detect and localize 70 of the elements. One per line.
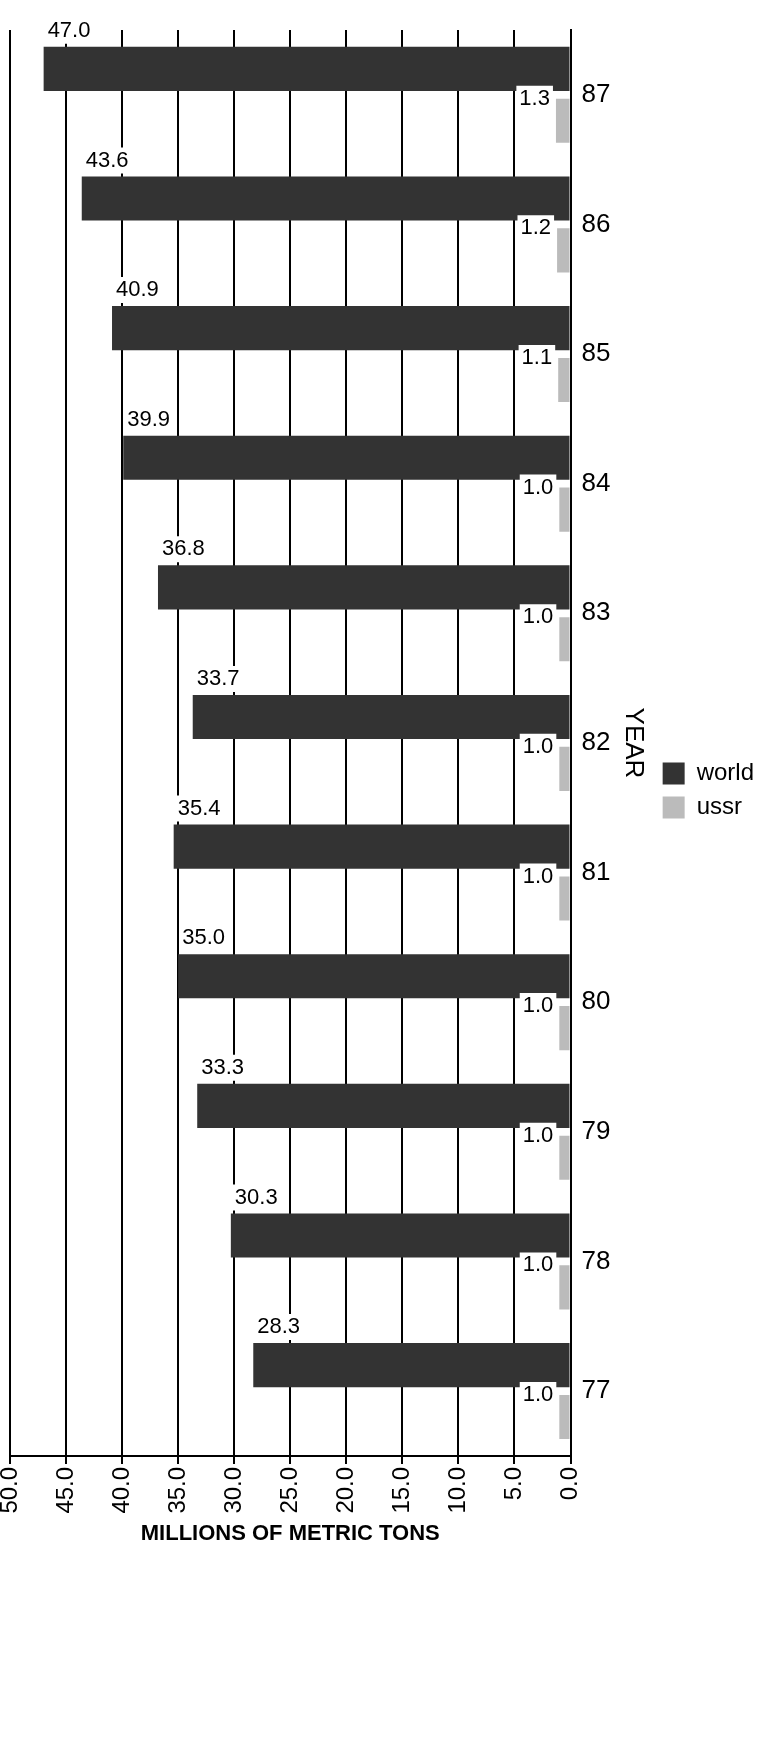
y-tick-label: 87 — [581, 77, 611, 108]
bar — [253, 1343, 570, 1388]
x-tick-label: 10.0 — [443, 1466, 471, 1514]
data-label: 1.0 — [522, 1381, 554, 1407]
data-label: 1.2 — [520, 214, 552, 240]
data-label: 1.0 — [522, 862, 554, 888]
bar — [192, 694, 570, 740]
data-label: 33.7 — [196, 665, 240, 691]
bar — [197, 1083, 570, 1128]
legend-label: world — [695, 758, 755, 786]
x-tick-label: 25.0 — [274, 1466, 302, 1514]
x-axis-title: MILLIONS OF METRIC TONS — [140, 1519, 440, 1545]
data-label: 39.9 — [127, 405, 171, 431]
y-tick-label: 84 — [581, 466, 611, 497]
data-label: 1.0 — [522, 992, 554, 1018]
data-label: 47.0 — [47, 16, 91, 42]
bar — [559, 1135, 570, 1180]
bar — [555, 98, 570, 143]
bar — [81, 176, 570, 221]
bar — [559, 1394, 570, 1440]
bar — [559, 1006, 570, 1051]
y-tick-label: 82 — [581, 726, 611, 757]
data-label: 1.0 — [522, 473, 554, 499]
bar — [559, 617, 570, 662]
legend-label: ussr — [696, 792, 742, 820]
y-tick-label: 85 — [581, 337, 611, 368]
bar — [559, 1265, 570, 1310]
bar — [157, 565, 570, 610]
x-tick-label: 45.0 — [50, 1466, 78, 1514]
bar — [559, 487, 570, 532]
data-label: 35.4 — [177, 794, 221, 820]
bar — [557, 228, 570, 273]
y-tick-label: 79 — [581, 1115, 611, 1145]
x-tick-label: 5.0 — [499, 1466, 527, 1501]
data-label: 28.3 — [257, 1313, 301, 1339]
data-label: 1.0 — [522, 1121, 554, 1147]
y-tick-label: 81 — [581, 855, 611, 886]
bar — [559, 746, 570, 791]
data-label: 1.0 — [522, 732, 554, 758]
data-label: 1.1 — [521, 344, 553, 370]
y-tick-label: 83 — [581, 596, 611, 627]
data-label: 1.0 — [522, 603, 554, 629]
bar — [173, 824, 570, 869]
data-label: 33.3 — [201, 1053, 245, 1079]
x-tick-label: 15.0 — [386, 1466, 414, 1514]
bar — [123, 435, 570, 480]
x-tick-label: 20.0 — [330, 1466, 358, 1514]
x-tick-label: 40.0 — [106, 1466, 134, 1514]
y-tick-label: 80 — [581, 985, 611, 1016]
data-label: 30.3 — [234, 1183, 278, 1209]
bar — [230, 1213, 570, 1258]
bar — [43, 46, 570, 91]
bar — [559, 876, 570, 921]
data-label: 36.8 — [161, 535, 205, 561]
y-tick-label: 86 — [581, 207, 611, 238]
data-label: 40.9 — [116, 276, 159, 302]
x-tick-label: 30.0 — [218, 1466, 246, 1514]
bar — [178, 954, 570, 999]
bar — [112, 306, 570, 351]
data-label: 43.6 — [85, 146, 129, 172]
x-tick-label: 50.0 — [0, 1466, 22, 1514]
x-tick-label: 35.0 — [162, 1466, 190, 1514]
data-label: 1.0 — [522, 1251, 554, 1277]
data-label: 35.0 — [182, 924, 225, 950]
x-tick-label: 0.0 — [555, 1466, 583, 1501]
data-label: 1.3 — [519, 84, 550, 110]
y-tick-label: 77 — [581, 1374, 611, 1405]
y-tick-label: 78 — [581, 1244, 611, 1275]
y-axis-title: YEAR — [619, 707, 650, 779]
bar — [558, 357, 570, 403]
